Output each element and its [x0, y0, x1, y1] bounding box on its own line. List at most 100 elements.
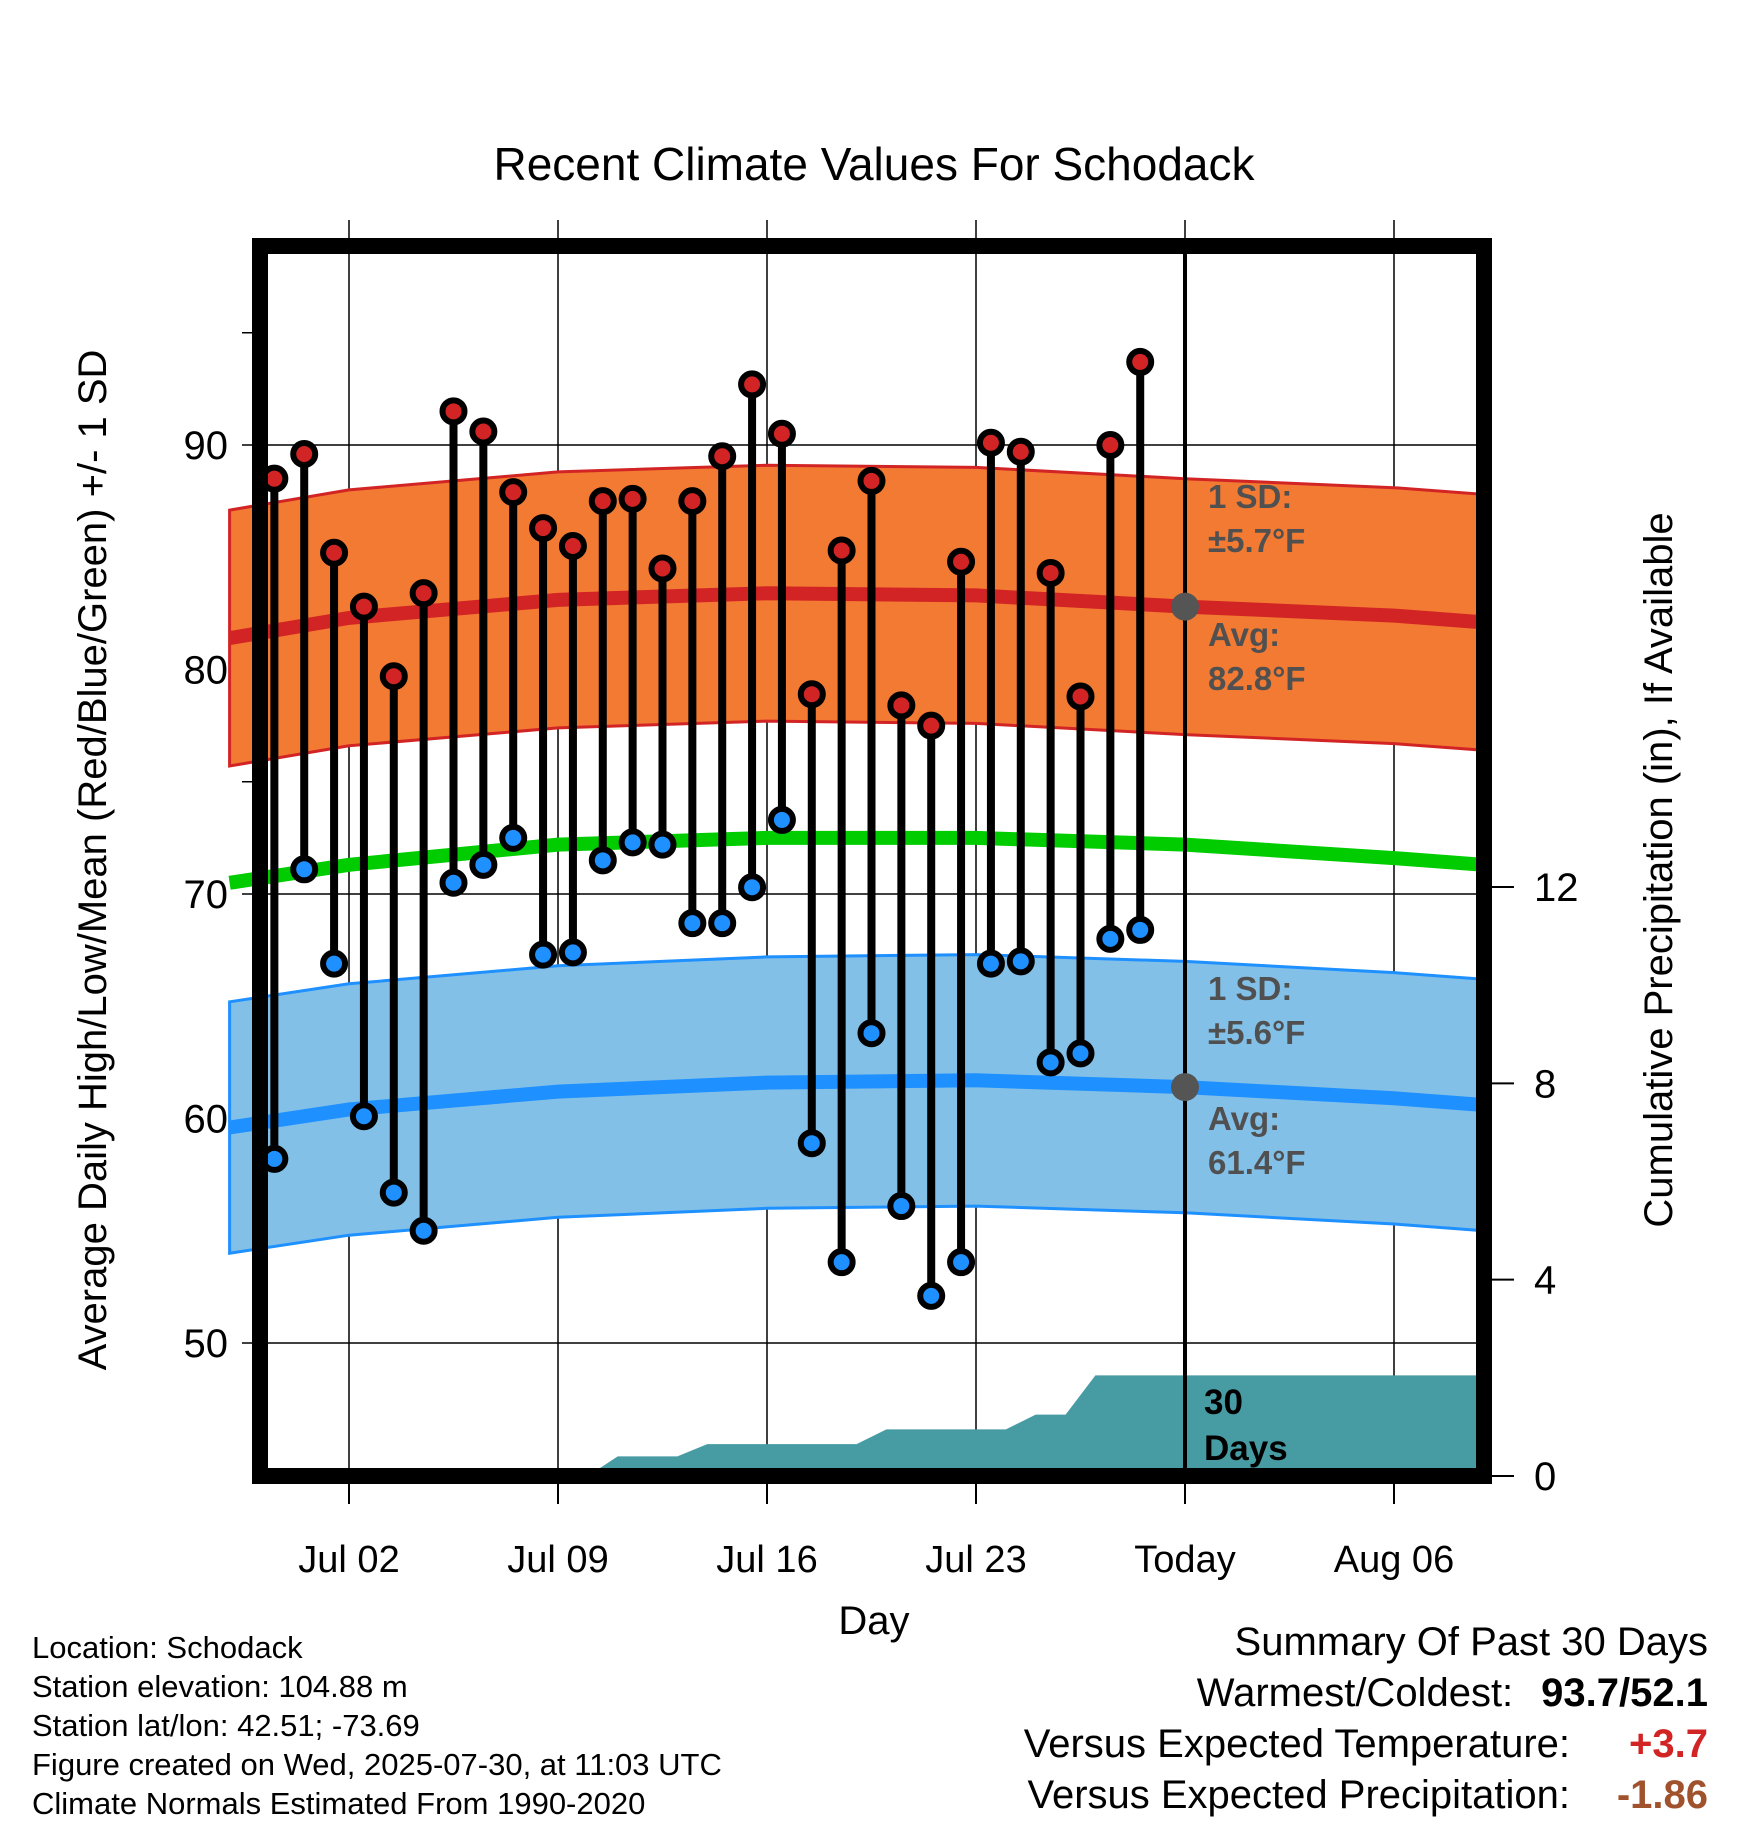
high-avg-label: Avg: — [1208, 616, 1280, 653]
daily-high-dot — [439, 397, 468, 426]
daily-high-dot — [290, 439, 319, 468]
daily-high-dot — [1006, 437, 1035, 466]
daily-low-dot — [349, 1102, 378, 1131]
daily-low-dot — [618, 828, 647, 857]
daily-high-dot — [349, 592, 378, 621]
daily-high-dot — [857, 466, 886, 495]
normals-text: Climate Normals Estimated From 1990-2020 — [32, 1786, 646, 1821]
y2-tick-label: 4 — [1534, 1259, 1556, 1303]
y-right-axis-label: Cumulative Precipitation (in), If Availa… — [1637, 512, 1681, 1227]
low-sd-value: ±5.6°F — [1208, 1014, 1305, 1051]
high-sd-value: ±5.7°F — [1208, 522, 1305, 559]
summary-panel: Summary Of Past 30 Days Warmest/Coldest:… — [888, 1620, 1708, 1824]
daily-low-dot — [320, 949, 349, 978]
daily-high-dot — [767, 419, 796, 448]
elevation-text: Station elevation: 104.88 m — [32, 1669, 408, 1704]
daily-high-dot — [917, 711, 946, 740]
daily-low-dot — [290, 855, 319, 884]
created-text: Figure created on Wed, 2025-07-30, at 11… — [32, 1747, 722, 1782]
daily-low-dot — [499, 823, 528, 852]
daily-low-dot — [738, 873, 767, 902]
daily-low-dot — [827, 1248, 856, 1277]
days-word-label: Days — [1204, 1429, 1288, 1468]
daily-high-dot — [1096, 431, 1125, 459]
location-text: Location: Schodack — [32, 1630, 303, 1665]
precip-anomaly-value: -1.86 — [1616, 1773, 1708, 1817]
latlon-text: Station lat/lon: 42.51; -73.69 — [32, 1708, 420, 1743]
daily-low-dot — [1066, 1039, 1095, 1068]
daily-high-dot — [797, 680, 826, 709]
station-info: Location: Schodack Station elevation: 10… — [32, 1628, 852, 1823]
daily-high-dot — [827, 536, 856, 565]
temp-anomaly-row: Versus Expected Temperature: +3.7 — [888, 1722, 1708, 1773]
daily-high-dot — [469, 417, 498, 446]
daily-low-dot — [1036, 1048, 1065, 1077]
daily-low-dot — [1096, 924, 1125, 953]
low-normal-marker — [1171, 1073, 1199, 1102]
daily-high-dot — [529, 514, 558, 543]
y-left-axis-label: Average Daily High/Low/Mean (Red/Blue/Gr… — [71, 350, 115, 1371]
daily-low-dot — [708, 909, 737, 938]
daily-high-dot — [947, 547, 976, 576]
daily-high-dot — [708, 442, 737, 471]
y-tick-label: 60 — [184, 1098, 229, 1142]
daily-high-dot — [648, 554, 677, 583]
y-tick-label: 70 — [184, 873, 229, 917]
daily-low-dot — [588, 846, 617, 875]
daily-low-dot — [439, 868, 468, 897]
low-avg-label: Avg: — [1208, 1100, 1280, 1137]
x-tick-label: Jul 23 — [925, 1539, 1026, 1581]
x-tick-label: Jul 02 — [298, 1539, 399, 1581]
x-tick-label: Today — [1134, 1539, 1235, 1581]
precip-anomaly-row: Versus Expected Precipitation: -1.86 — [888, 1773, 1708, 1824]
y-tick-label: 90 — [184, 424, 229, 468]
temp-anomaly-label: Versus Expected Temperature: — [1023, 1722, 1570, 1766]
high-sd-label: 1 SD: — [1208, 478, 1292, 515]
low-sd-label: 1 SD: — [1208, 970, 1292, 1007]
daily-high-dot — [558, 532, 587, 561]
temp-anomaly-value: +3.7 — [1629, 1722, 1708, 1766]
x-tick-label: Aug 06 — [1334, 1539, 1454, 1581]
warm-cold-value: 93.7/52.1 — [1541, 1671, 1708, 1715]
daily-high-dot — [379, 662, 408, 691]
x-tick-label: Jul 09 — [507, 1539, 608, 1581]
daily-high-dot — [409, 579, 438, 608]
daily-low-dot — [887, 1192, 916, 1221]
high-avg-value: 82.8°F — [1208, 660, 1306, 697]
daily-high-dot — [618, 484, 647, 513]
daily-low-dot — [947, 1248, 976, 1277]
daily-high-dot — [738, 370, 767, 399]
daily-low-dot — [648, 830, 677, 859]
daily-low-dot — [797, 1129, 826, 1158]
daily-high-dot — [320, 538, 349, 567]
daily-low-dot — [857, 1019, 886, 1048]
precip-area — [229, 1375, 1484, 1476]
precip-anomaly-label: Versus Expected Precipitation: — [1027, 1773, 1570, 1817]
plot-area: 1 SD: ±5.7°F Avg: 82.8°F 1 SD: ±5.6°F Avg: 61.4… — [184, 220, 1579, 1581]
daily-high-dot — [1126, 347, 1155, 376]
x-tick-label: Jul 16 — [716, 1539, 817, 1581]
daily-high-dot — [588, 487, 617, 516]
days-count-label: 30 — [1204, 1383, 1243, 1422]
daily-high-dot — [1036, 558, 1065, 587]
y-tick-label: 50 — [184, 1322, 229, 1366]
y-tick-label: 80 — [184, 649, 229, 693]
warm-cold-label: Warmest/Coldest: — [1196, 1671, 1514, 1715]
low-avg-value: 61.4°F — [1208, 1144, 1306, 1181]
daily-high-dot — [678, 487, 707, 516]
daily-low-dot — [379, 1178, 408, 1207]
y2-tick-label: 12 — [1534, 866, 1579, 910]
mean-normal-line — [228, 830, 1485, 890]
daily-low-dot — [409, 1216, 438, 1245]
chart-title: Recent Climate Values For Schodack — [493, 138, 1255, 190]
daily-high-dot — [887, 691, 916, 720]
daily-low-dot — [1006, 947, 1035, 976]
daily-high-dot — [1066, 682, 1095, 711]
daily-low-dot — [917, 1281, 946, 1310]
daily-low-dot — [558, 938, 587, 967]
x-axis-label: Day — [838, 1599, 909, 1643]
daily-low-dot — [678, 909, 707, 938]
daily-high-dot — [499, 478, 528, 507]
warm-cold-row: Warmest/Coldest: 93.7/52.1 — [888, 1671, 1708, 1722]
